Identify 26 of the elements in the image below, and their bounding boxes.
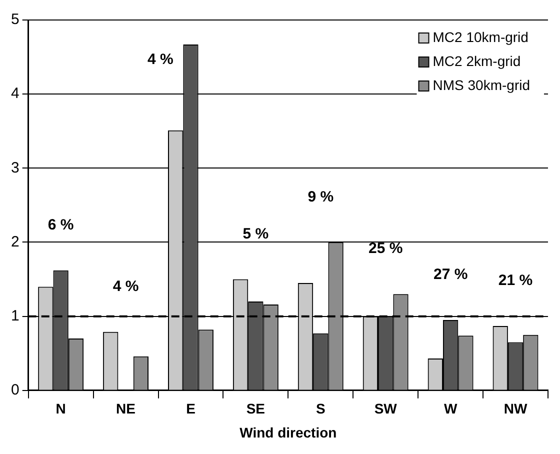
- annotation: 21 %: [498, 272, 533, 290]
- x-tick-label: SW: [374, 400, 398, 417]
- legend-label: MC2 2km-grid: [432, 52, 521, 69]
- annotation: 25 %: [368, 240, 403, 258]
- legend-label: MC2 10km-grid: [432, 28, 528, 45]
- x-tick-label: NE: [116, 400, 136, 417]
- y-tick-label: 2: [11, 233, 20, 250]
- x-tick-label: S: [316, 400, 326, 417]
- legend-label: NMS 30km-grid: [432, 76, 530, 93]
- x-tick-label: N: [56, 400, 66, 417]
- x-tick-label: NW: [504, 400, 528, 417]
- annotation: 5 %: [242, 225, 269, 242]
- annotation: 27 %: [433, 266, 468, 284]
- annotation: 4 %: [112, 278, 139, 296]
- y-tick-label: 3: [11, 159, 20, 176]
- annotation: 4 %: [147, 51, 174, 68]
- y-tick-label: 4: [11, 85, 20, 102]
- x-tick-label: W: [444, 400, 458, 417]
- y-tick-label: 5: [11, 11, 20, 28]
- annotation: 6 %: [48, 216, 74, 234]
- x-axis-title: Wind direction: [240, 424, 337, 440]
- y-tick-label: 1: [11, 307, 20, 324]
- x-tick-label: E: [186, 400, 196, 417]
- x-tick-label: SE: [246, 400, 266, 417]
- y-tick-label: 0: [11, 382, 20, 399]
- annotation: 9 %: [308, 188, 334, 206]
